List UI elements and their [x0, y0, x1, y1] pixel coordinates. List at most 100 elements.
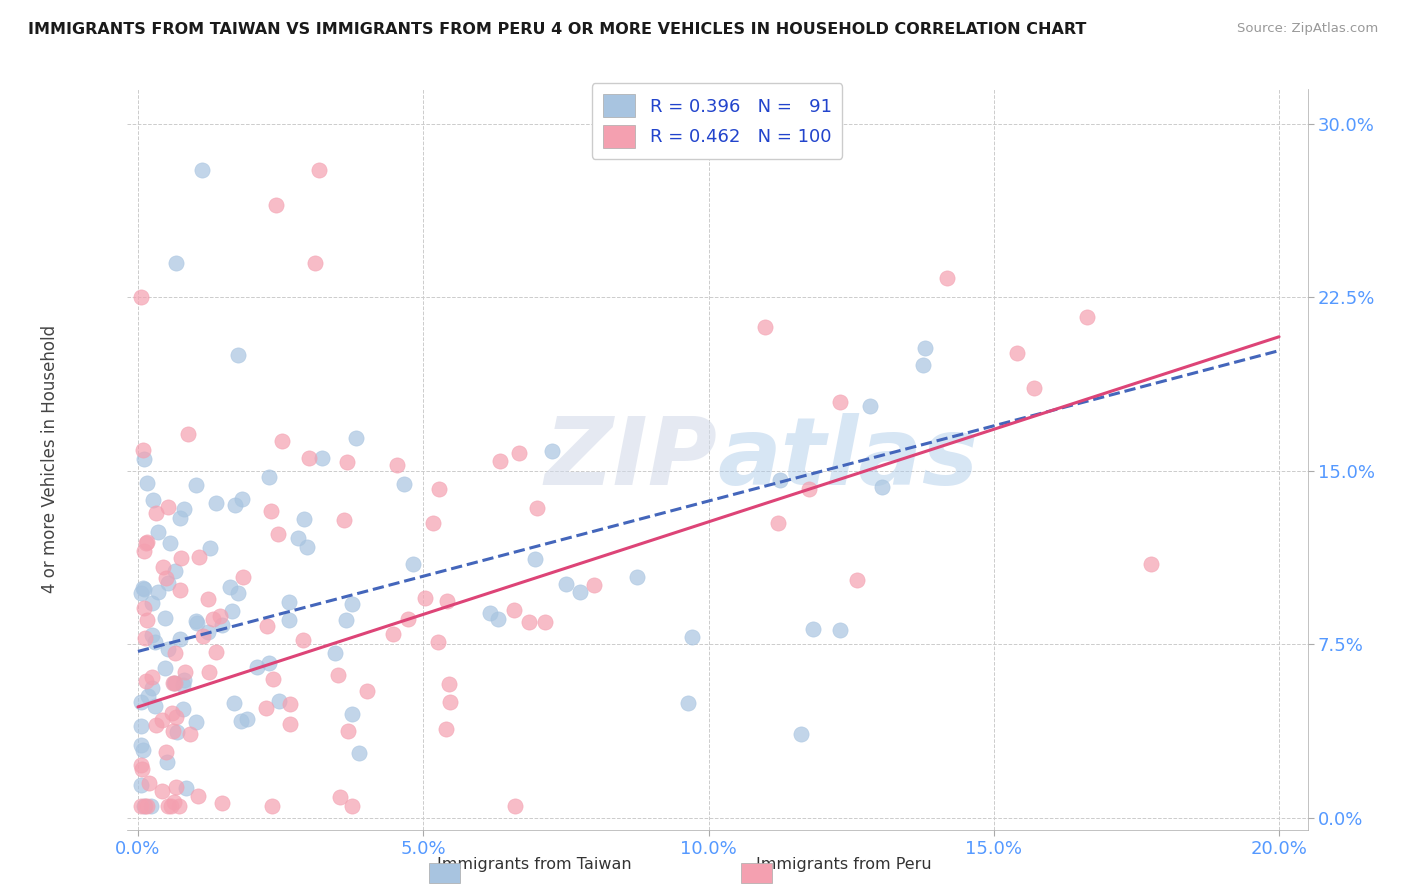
Point	[278, 716, 301, 731]
Text: ZIP: ZIP	[544, 413, 717, 506]
Point	[340, 597, 363, 611]
Point	[145, 635, 167, 649]
Point	[198, 541, 221, 556]
Point	[267, 527, 290, 541]
Point	[681, 630, 703, 644]
Point	[583, 578, 606, 592]
Point	[256, 619, 278, 633]
Point	[262, 672, 284, 686]
Point	[174, 781, 197, 796]
Point	[170, 551, 193, 566]
Point	[260, 799, 283, 814]
Point	[131, 762, 153, 776]
Point	[381, 627, 404, 641]
Point	[155, 745, 177, 759]
Point	[186, 614, 208, 628]
Point	[323, 646, 346, 660]
Point	[131, 443, 153, 458]
Point	[569, 585, 592, 599]
Point	[235, 712, 257, 726]
Point	[754, 320, 776, 334]
Point	[260, 504, 283, 518]
Point	[129, 799, 152, 814]
Point	[385, 458, 408, 473]
Point	[134, 799, 156, 814]
Point	[153, 610, 176, 624]
Point	[160, 706, 183, 720]
Point	[205, 645, 228, 659]
Point	[533, 615, 555, 629]
Point	[1022, 381, 1045, 395]
Point	[129, 739, 152, 753]
Text: Immigrants from Taiwan: Immigrants from Taiwan	[437, 857, 631, 872]
Point	[134, 632, 156, 646]
Point	[145, 718, 167, 732]
Point	[132, 799, 155, 814]
Point	[141, 670, 163, 684]
Point	[169, 582, 191, 597]
Point	[333, 512, 356, 526]
Point	[226, 348, 249, 362]
Point	[165, 780, 187, 794]
Point	[311, 450, 333, 465]
Text: 4 or more Vehicles in Household: 4 or more Vehicles in Household	[41, 326, 59, 593]
Point	[197, 625, 219, 640]
Point	[257, 656, 280, 670]
Legend: R = 0.396   N =   91, R = 0.462   N = 100: R = 0.396 N = 91, R = 0.462 N = 100	[592, 84, 842, 159]
Point	[157, 799, 180, 814]
Point	[186, 714, 208, 729]
Point	[172, 678, 194, 692]
Point	[503, 799, 526, 814]
Point	[347, 747, 370, 761]
Point	[146, 585, 169, 599]
Point	[159, 536, 181, 550]
Point	[142, 493, 165, 508]
Point	[936, 270, 959, 285]
Point	[342, 706, 364, 721]
Point	[222, 696, 245, 710]
Point	[135, 613, 157, 627]
Point	[271, 434, 294, 448]
Point	[129, 778, 152, 792]
Point	[799, 482, 821, 496]
Point	[134, 544, 156, 558]
Point	[197, 591, 219, 606]
Point	[402, 557, 425, 571]
Point	[329, 789, 352, 804]
Point	[177, 426, 200, 441]
Point	[439, 695, 461, 709]
Point	[1005, 345, 1028, 359]
Point	[131, 581, 153, 595]
Point	[221, 604, 243, 618]
Point	[828, 624, 851, 638]
Point	[162, 724, 184, 739]
Point	[396, 612, 419, 626]
Point	[224, 498, 246, 512]
Point	[187, 789, 209, 803]
Point	[153, 661, 176, 675]
Point	[914, 341, 936, 355]
Point	[165, 710, 187, 724]
Point	[229, 714, 252, 728]
Point	[246, 660, 269, 674]
Point	[488, 454, 510, 468]
Point	[434, 723, 457, 737]
Point	[211, 796, 233, 810]
Point	[201, 612, 224, 626]
Point	[870, 480, 893, 494]
Point	[150, 784, 173, 798]
Point	[328, 668, 350, 682]
Point	[437, 677, 460, 691]
Point	[335, 613, 357, 627]
Point	[264, 198, 287, 212]
Point	[132, 452, 155, 467]
Point	[801, 622, 824, 636]
Point	[129, 290, 152, 304]
Point	[540, 444, 562, 458]
Point	[135, 475, 157, 490]
Point	[132, 582, 155, 597]
Point	[859, 399, 882, 413]
Point	[135, 674, 157, 689]
Point	[163, 675, 186, 690]
Point	[219, 580, 242, 594]
